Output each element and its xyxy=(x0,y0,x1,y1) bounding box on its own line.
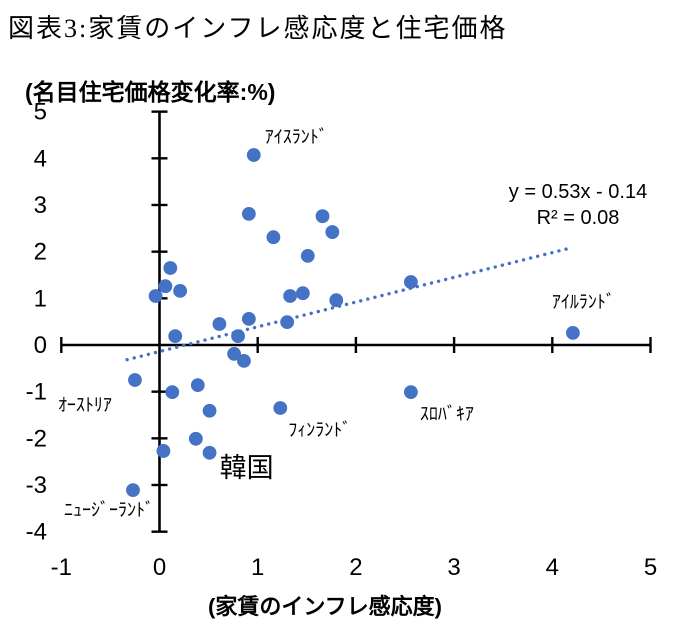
country-label: ﾌｨﾝﾗﾝﾄﾞ xyxy=(288,420,351,440)
y-tick-label: 5 xyxy=(34,99,47,126)
y-tick-label: -3 xyxy=(26,472,47,499)
country-label: ｽﾛﾊﾞｷｱ xyxy=(420,404,474,424)
data-point xyxy=(246,148,261,162)
data-point xyxy=(241,311,256,326)
data-point xyxy=(231,329,245,344)
data-point xyxy=(403,275,418,289)
data-point xyxy=(190,378,205,393)
country-label: ｱｲｽﾗﾝﾄﾞ xyxy=(265,127,328,147)
data-point xyxy=(202,403,217,418)
trendline-r-squared: R² = 0.08 xyxy=(536,207,620,229)
country-label: ﾆｭｰｼﾞｰﾗﾝﾄﾞ xyxy=(64,500,154,520)
data-point xyxy=(173,283,188,298)
x-tick-label: 3 xyxy=(447,554,460,581)
trendline-equation: y = 0.53x - 0.14 xyxy=(508,181,648,203)
data-point xyxy=(158,279,173,294)
y-tick-label: -4 xyxy=(26,519,47,546)
data-point xyxy=(202,445,217,460)
x-tick-label: 4 xyxy=(546,554,559,581)
trend-line xyxy=(125,246,573,362)
y-tick-label: -2 xyxy=(26,425,47,452)
country-label: ｵｰｽﾄﾘｱ xyxy=(58,395,112,415)
data-point xyxy=(315,209,330,224)
data-point xyxy=(237,353,251,368)
data-point xyxy=(283,289,298,303)
x-tick-label: 2 xyxy=(349,554,362,581)
data-point xyxy=(266,230,281,245)
data-point xyxy=(148,289,163,303)
data-point xyxy=(156,444,171,458)
data-point xyxy=(126,483,140,498)
data-point xyxy=(212,317,227,331)
figure-title: 図表3:家賃のインフレ感応度と住宅価格 xyxy=(8,14,508,43)
data-point xyxy=(566,325,580,340)
x-tick-label: 1 xyxy=(251,554,264,581)
data-point xyxy=(329,293,344,308)
data-point xyxy=(188,431,203,446)
y-tick-label: 2 xyxy=(34,239,47,266)
data-point xyxy=(295,286,310,301)
data-point xyxy=(241,206,256,221)
data-point xyxy=(300,248,315,263)
y-tick-label: -1 xyxy=(26,379,47,406)
data-point xyxy=(128,373,142,387)
data-point xyxy=(280,315,295,330)
x-tick-label: 5 xyxy=(644,554,657,581)
data-point xyxy=(403,385,418,400)
y-tick-label: 4 xyxy=(34,145,47,172)
data-point xyxy=(325,225,340,239)
x-tick-label: 0 xyxy=(153,554,166,581)
x-tick-label: -1 xyxy=(51,554,72,581)
trendline-annotation: y = 0.53x - 0.14 R² = 0.08 xyxy=(488,179,668,231)
y-tick-label: 3 xyxy=(34,192,47,219)
country-label: ｱｲﾙﾗﾝﾄﾞ xyxy=(552,292,615,312)
data-point xyxy=(273,401,288,415)
x-axis-title: (家賃のインフレ感応度) xyxy=(208,594,442,619)
data-point xyxy=(227,346,242,361)
y-tick-label: 1 xyxy=(34,285,47,312)
data-point xyxy=(168,329,183,344)
y-axis-title: (名目住宅価格変化率:%) xyxy=(25,79,276,105)
data-point xyxy=(165,385,180,400)
country-label: 韓国 xyxy=(220,453,274,483)
y-tick-label: 0 xyxy=(34,332,47,359)
data-point xyxy=(163,261,178,275)
